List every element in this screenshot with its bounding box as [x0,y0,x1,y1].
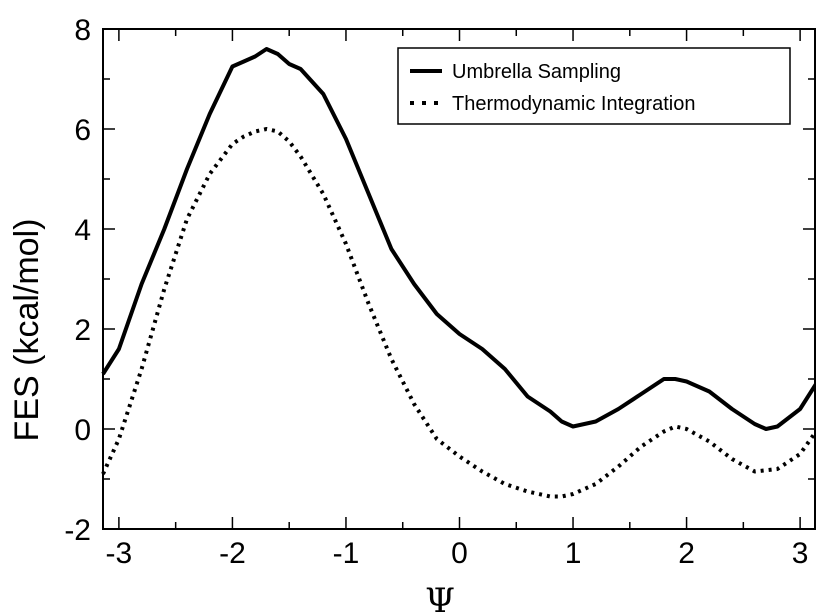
legend-box [397,47,791,125]
legend-label-ti: Thermodynamic Integration [452,93,695,115]
series-line-thermodynamic-integration [101,127,816,499]
y-tick-label: 8 [74,14,91,47]
y-axis-label: FES (kcal/mol) [8,219,46,442]
series-line-umbrella-sampling [101,47,816,431]
x-tick-label: -3 [106,537,133,570]
x-axis-ticks [118,29,801,529]
y-tick-label: 0 [74,414,91,447]
x-axis-tick-labels: -3 -2 -1 0 1 2 3 [106,537,809,570]
y-tick-label: -2 [64,514,91,547]
x-tick-label: -2 [219,537,246,570]
x-tick-label: 1 [565,537,582,570]
plot-frame [102,28,816,530]
y-tick-label: 6 [74,114,91,147]
y-axis-tick-labels: -2 0 2 4 6 8 [64,14,91,547]
series-lines [101,47,816,499]
y-tick-label: 2 [74,314,91,347]
legend: Umbrella Sampling Thermodynamic Integrat… [397,47,791,125]
y-tick-label: 4 [74,214,91,247]
x-tick-label: 2 [678,537,695,570]
x-axis-label: Ψ [425,581,455,615]
x-tick-label: 3 [792,537,809,570]
x-tick-label: -1 [333,537,360,570]
x-tick-label: 0 [451,537,468,570]
legend-label-umbrella: Umbrella Sampling [452,61,621,83]
